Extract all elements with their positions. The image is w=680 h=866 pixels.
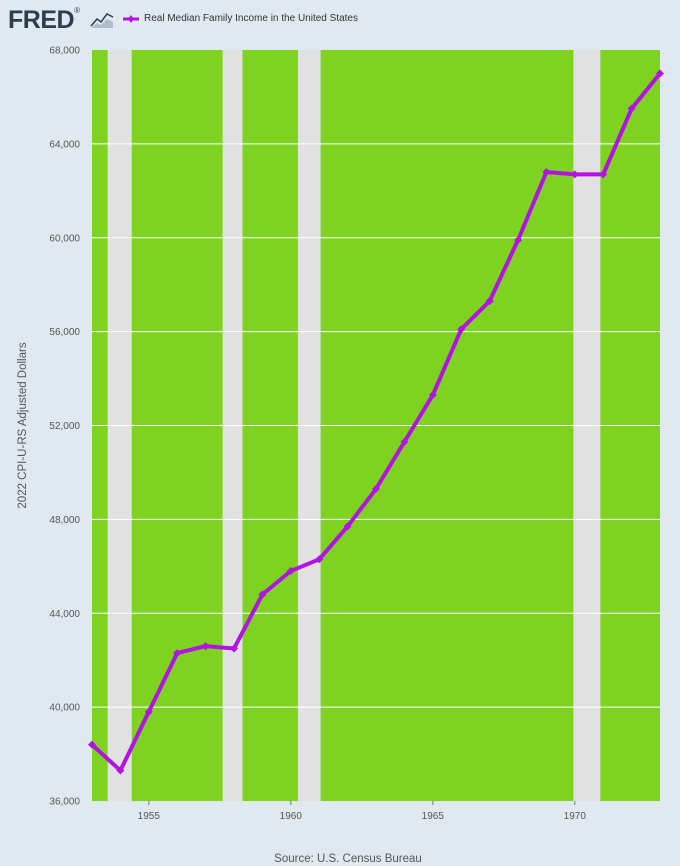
data-point[interactable]	[656, 69, 664, 78]
data-point[interactable]	[173, 649, 182, 658]
gridlines	[92, 143, 660, 708]
data-point[interactable]	[88, 740, 96, 749]
x-axis-ticks: 1955 1960 1965 1970	[138, 801, 587, 822]
y-axis-ticks: 36,000 40,000 44,000 48,000 52,000 56,000 60,0…	[49, 46, 80, 808]
fred-logo[interactable]: FRED®	[8, 6, 80, 35]
data-point[interactable]	[372, 484, 380, 493]
data-point[interactable]	[542, 168, 551, 177]
y-tick-label: 56,000	[49, 327, 80, 338]
registered-mark: ®	[74, 6, 80, 15]
legend-swatch	[123, 15, 139, 23]
data-point[interactable]	[116, 766, 125, 775]
y-axis-label: 2022 CPI-U-RS Adjusted Dollars	[17, 342, 29, 508]
y-tick-label: 48,000	[49, 515, 80, 526]
data-point[interactable]	[627, 104, 636, 113]
data-point[interactable]	[428, 390, 437, 399]
y-tick-label: 60,000	[49, 233, 80, 244]
logo-text: FRED	[8, 6, 75, 34]
source-note: Source: U.S. Census Bureau	[274, 853, 422, 865]
trend-chart-icon	[90, 9, 114, 29]
y-tick-label: 44,000	[49, 609, 80, 620]
data-point[interactable]	[315, 555, 324, 564]
data-point[interactable]	[400, 437, 409, 446]
data-point[interactable]	[201, 642, 210, 651]
data-point[interactable]	[599, 170, 608, 179]
x-tick-label: 1955	[138, 811, 161, 822]
data-point[interactable]	[485, 297, 494, 306]
x-tick-label: 1960	[280, 811, 303, 822]
series-points	[88, 69, 664, 775]
data-point[interactable]	[514, 236, 522, 245]
x-tick-label: 1970	[564, 811, 587, 822]
y-tick-label: 52,000	[49, 421, 80, 432]
y-tick-label: 64,000	[49, 139, 80, 150]
legend-entry: Real Median Family Income in the United …	[144, 13, 358, 24]
chart-header: FRED® Real Median Family Income in the U…	[0, 0, 680, 40]
data-point[interactable]	[457, 325, 466, 334]
data-point[interactable]	[144, 707, 153, 716]
data-point[interactable]	[570, 170, 579, 179]
data-point[interactable]	[258, 590, 267, 599]
y-tick-label: 68,000	[49, 46, 80, 57]
data-point[interactable]	[230, 644, 238, 653]
y-tick-label: 40,000	[49, 703, 80, 714]
data-point[interactable]	[343, 522, 352, 531]
x-tick-label: 1965	[422, 811, 445, 822]
data-point[interactable]	[286, 567, 295, 576]
y-tick-label: 36,000	[49, 797, 80, 808]
